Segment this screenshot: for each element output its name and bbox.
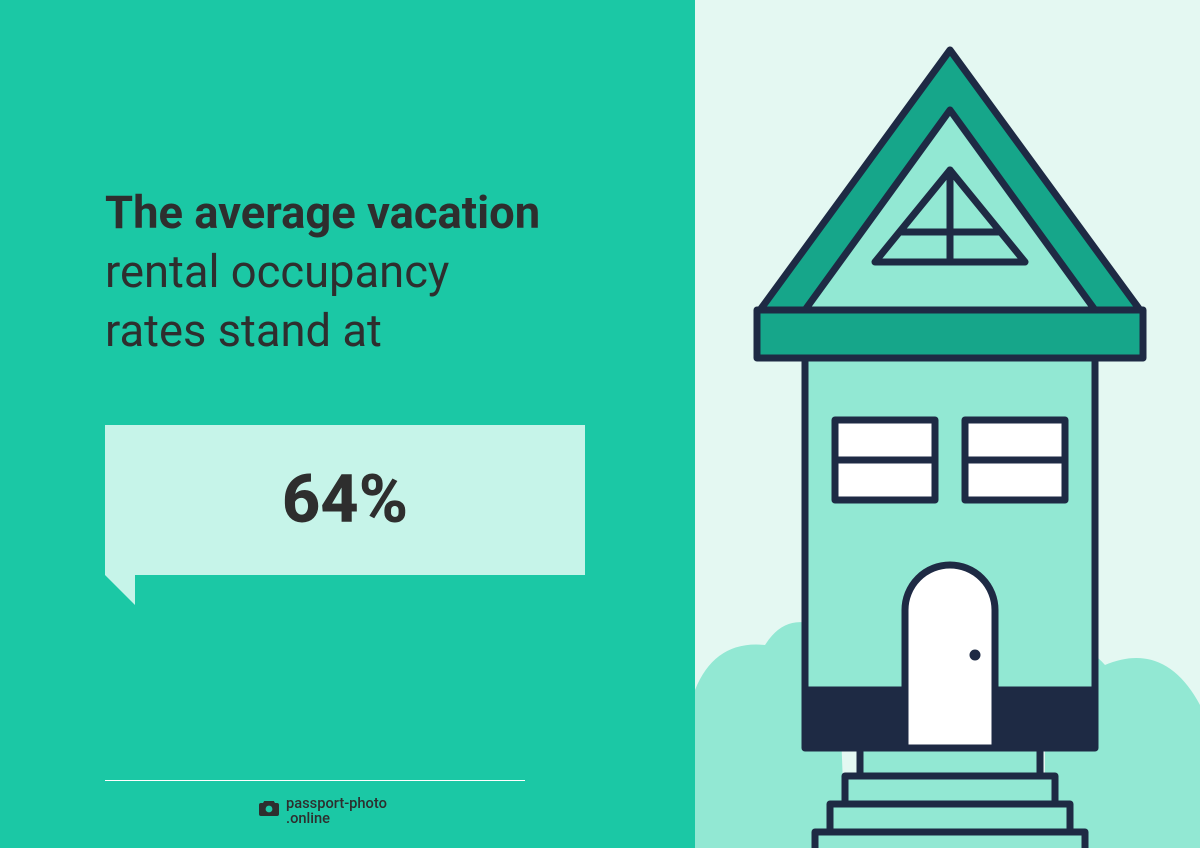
logo-text: passport-photo .online [286,796,387,825]
headline-light-1: rental occupancy [105,244,605,303]
camera-icon [258,800,280,821]
headline-light-2: rates stand at [105,303,605,362]
footer-divider [105,780,525,781]
stat-box: 64% [105,425,585,575]
house-icon [757,50,1143,848]
footer-logo: passport-photo .online [258,796,387,825]
stat-value: 64% [282,461,408,539]
headline-bold: The average vacation [105,185,605,244]
headline-block: The average vacation rental occupancy ra… [105,185,605,362]
left-panel [0,0,695,848]
stat-box-tail [105,575,135,605]
logo-line2: .online [286,811,387,826]
house-illustration [695,0,1200,848]
infographic-canvas: The average vacation rental occupancy ra… [0,0,1200,848]
